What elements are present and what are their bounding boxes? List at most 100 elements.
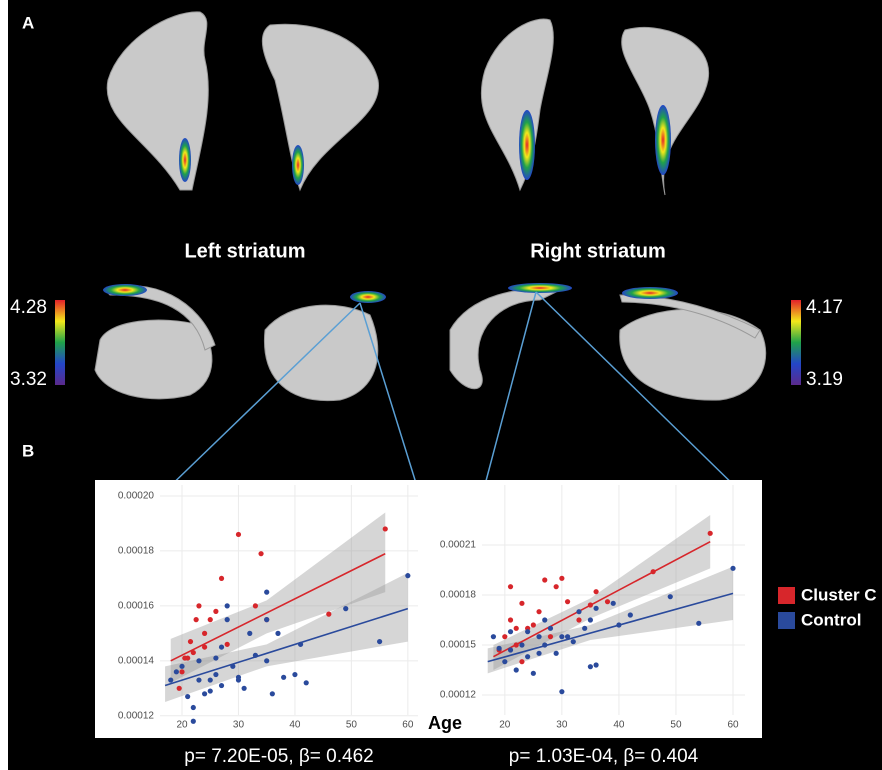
point <box>225 603 230 608</box>
point <box>179 669 184 674</box>
point <box>219 644 224 649</box>
point <box>696 621 701 626</box>
point <box>593 589 598 594</box>
point <box>508 584 513 589</box>
point <box>191 650 196 655</box>
point <box>588 602 593 607</box>
point <box>236 532 241 537</box>
point <box>213 609 218 614</box>
point <box>548 634 553 639</box>
point <box>565 634 570 639</box>
point <box>264 617 269 622</box>
point <box>593 606 598 611</box>
point <box>275 631 280 636</box>
colorbar-label: 3.32 <box>10 369 47 390</box>
y-tick-label: 0.00015 <box>440 640 477 651</box>
legend-label: Control <box>801 610 861 629</box>
point <box>508 617 513 622</box>
x-tick-label: 40 <box>289 720 301 731</box>
chart-annotation: p= 7.20E-05, β= 0.462 <box>184 746 373 767</box>
point <box>196 677 201 682</box>
point <box>225 642 230 647</box>
point <box>202 644 207 649</box>
point <box>179 664 184 669</box>
point <box>247 631 252 636</box>
point <box>576 617 581 622</box>
point <box>202 631 207 636</box>
region-label: Left striatum <box>184 240 305 262</box>
colorbar-label: 3.19 <box>806 369 843 390</box>
point <box>571 639 576 644</box>
point <box>519 659 524 664</box>
point <box>292 672 297 677</box>
point <box>605 599 610 604</box>
point <box>225 617 230 622</box>
point <box>182 655 187 660</box>
point <box>542 577 547 582</box>
x-tick-label: 20 <box>499 720 511 731</box>
point <box>208 617 213 622</box>
colorbar <box>55 300 65 385</box>
point <box>219 683 224 688</box>
point <box>519 601 524 606</box>
point <box>525 654 530 659</box>
point <box>253 603 258 608</box>
point <box>531 622 536 627</box>
point <box>213 655 218 660</box>
point <box>559 634 564 639</box>
x-tick-label: 30 <box>556 720 568 731</box>
y-tick-label: 0.00012 <box>118 710 155 721</box>
point <box>531 671 536 676</box>
colorbar-label: 4.28 <box>10 297 47 318</box>
point <box>202 691 207 696</box>
point <box>593 662 598 667</box>
legend-swatch <box>778 612 795 629</box>
figure: A B Left striatum Right striatum 4.28 3.… <box>0 0 882 770</box>
panel-label: A <box>22 13 34 32</box>
point <box>194 617 199 622</box>
x-axis-label: Age <box>428 713 462 733</box>
point <box>191 719 196 724</box>
y-tick-label: 0.00012 <box>440 690 477 701</box>
x-tick-label: 60 <box>727 720 739 731</box>
point <box>236 677 241 682</box>
point <box>191 705 196 710</box>
point <box>298 642 303 647</box>
point <box>177 686 182 691</box>
point <box>168 677 173 682</box>
point <box>548 626 553 631</box>
point <box>208 677 213 682</box>
point <box>514 642 519 647</box>
point <box>230 664 235 669</box>
point <box>304 680 309 685</box>
colorbar-label: 4.17 <box>806 297 843 318</box>
point <box>196 603 201 608</box>
point <box>208 688 213 693</box>
point <box>536 634 541 639</box>
x-tick-label: 20 <box>176 720 188 731</box>
point <box>542 642 547 647</box>
point <box>377 639 382 644</box>
point <box>213 672 218 677</box>
chart-annotation: p= 1.03E-04, β= 0.404 <box>509 746 699 767</box>
point <box>628 612 633 617</box>
point <box>565 599 570 604</box>
point <box>588 664 593 669</box>
x-tick-label: 50 <box>670 720 682 731</box>
x-tick-label: 40 <box>613 720 625 731</box>
y-tick-label: 0.00021 <box>440 540 477 551</box>
point <box>514 626 519 631</box>
point <box>174 669 179 674</box>
point <box>253 653 258 658</box>
y-tick-label: 0.00020 <box>118 491 155 502</box>
point <box>383 526 388 531</box>
point <box>185 694 190 699</box>
point <box>502 634 507 639</box>
point <box>536 609 541 614</box>
point <box>730 566 735 571</box>
point <box>264 590 269 595</box>
legend-label: Cluster C <box>801 585 877 604</box>
y-tick-label: 0.00016 <box>118 601 155 612</box>
point <box>554 584 559 589</box>
point <box>196 658 201 663</box>
